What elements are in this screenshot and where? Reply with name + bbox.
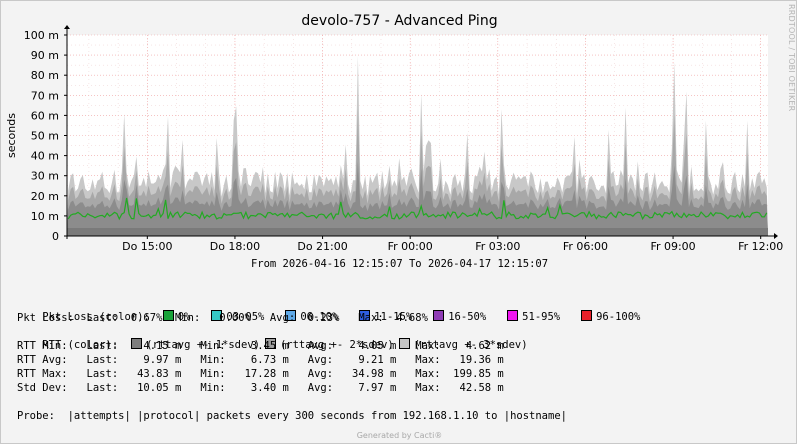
cacti-credit: Generated by Cacti® xyxy=(356,431,443,440)
pkt-loss-legend-item-swatch xyxy=(359,310,371,321)
pkt-loss-legend-item-label: 03-05% xyxy=(226,311,265,323)
pkt-loss-legend-item-swatch xyxy=(285,310,297,321)
x-tick-label: Do 18:00 xyxy=(210,240,260,253)
rtt-legend-item-label: (rttavg +- 3*sdev) xyxy=(413,339,528,351)
pkt-loss-legend-item-6: 96-100% xyxy=(578,310,641,323)
probe-info: Probe: |attempts| |protocol| packets eve… xyxy=(17,410,567,422)
rtt-legend-item-label: (rttavg +- 2*sdev) xyxy=(279,339,394,351)
pkt-loss-legend-item-1: 03-05% xyxy=(208,310,265,323)
pkt-loss-legend-item-swatch xyxy=(581,310,593,321)
rtt-legend-item-2: (rttavg +- 3*sdev) xyxy=(396,338,528,351)
y-tick-label: 0 xyxy=(52,230,59,243)
pkt-loss-legend-item-label: 16-50% xyxy=(448,311,487,323)
rtt-min-stats: RTT Min: Last: 4.15 m Min: 3.45 m Avg: 4… xyxy=(17,340,504,352)
y-axis-label: seconds xyxy=(5,113,18,158)
band-1sdev xyxy=(67,161,768,236)
rtt-color-label: RTT (color): xyxy=(42,339,119,351)
rtt-avg-line xyxy=(67,197,768,221)
rtt-legend: RTT (color): (rttavg +- 1*sdev) (rttavg +-… xyxy=(17,326,528,351)
pkt-loss-legend-item-3: 11-15% xyxy=(356,310,413,323)
rtt-legend-item-label: (rttavg +- 1*sdev) xyxy=(146,339,260,351)
pkt-loss-legend-item-swatch xyxy=(211,310,223,321)
y-tick-label: 50 m xyxy=(31,130,59,143)
pkt-loss-legend-item-swatch xyxy=(433,310,445,321)
rtt-legend-item-swatch xyxy=(131,338,143,349)
x-tick-label: Fr 06:00 xyxy=(563,240,608,253)
x-axis-arrow xyxy=(774,233,778,239)
x-tick-label: Fr 03:00 xyxy=(475,240,520,253)
pkt-loss-color-label: Pkt Loss (color): xyxy=(42,311,150,323)
pkt-loss-stats: Pkt Loss: Last: 0.67% Min: 0.00% Avg: 0.… xyxy=(17,312,428,324)
y-axis-arrow xyxy=(64,25,70,29)
y-tick-label: 10 m xyxy=(31,210,59,223)
y-tick-label: 70 m xyxy=(31,89,59,102)
pkt-loss-legend-item-label: 11-15% xyxy=(374,311,413,323)
time-range: From 2026-04-16 12:15:07 To 2026-04-17 1… xyxy=(250,258,549,270)
pkt-loss-legend-item-4: 16-50% xyxy=(430,310,487,323)
rrdtool-credit: RRDTOOL / TOBI OETIKER xyxy=(787,4,796,112)
pkt-loss-legend-item-label: 06-10% xyxy=(300,311,339,323)
pkt-loss-legend-item-swatch xyxy=(162,310,174,321)
ping-chart: 0 10 m 20 m 30 m 40 m 50 m 60 m 70 m 80 m 90 m 100… xyxy=(5,25,783,253)
pkt-loss-legend-item-swatch xyxy=(507,310,519,321)
y-tick-label: 40 m xyxy=(31,150,59,163)
y-tick-label: 80 m xyxy=(31,69,59,82)
pkt-loss-legend-item-2: 06-10% xyxy=(282,310,339,323)
page-title: devolo-757 - Advanced Ping xyxy=(301,13,498,29)
rtt-legend-item-swatch xyxy=(398,338,410,349)
pkt-loss-legend-item-label: 0% xyxy=(177,311,191,323)
band-floor xyxy=(67,227,768,236)
std-dev-stats: Std Dev: Last: 10.05 m Min: 3.40 m Avg: … xyxy=(17,382,504,394)
rtt-legend-item-0: (rttavg +- 1*sdev) xyxy=(128,338,260,351)
rtt-legend-item-swatch xyxy=(264,338,276,349)
x-tick-label: Fr 12:00 xyxy=(738,240,783,253)
y-tick-label: 90 m xyxy=(31,49,59,62)
pkt-loss-legend-item-label: 51-95% xyxy=(522,311,561,323)
x-tick-label: Do 15:00 xyxy=(122,240,172,253)
pkt-loss-legend-item-5: 51-95% xyxy=(504,310,561,323)
y-tick-label: 20 m xyxy=(31,190,59,203)
rtt-avg-stats: RTT Avg: Last: 9.97 m Min: 6.73 m Avg: 9… xyxy=(17,354,504,366)
y-tick-label: 30 m xyxy=(31,170,59,183)
x-tick-label: Do 21:00 xyxy=(297,240,347,253)
y-tick-label: 100 m xyxy=(24,29,59,42)
pkt-loss-legend-item-label: 96-100% xyxy=(596,311,641,323)
pkt-loss-legend-item-0: 0% xyxy=(160,310,191,323)
pkt-loss-legend: Pkt Loss (color): 0% 03-05% 06-10% 11-15% 16-… xyxy=(17,298,640,323)
rtt-legend-item-1: (rttavg +- 2*sdev) xyxy=(262,338,394,351)
rtt-max-stats: RTT Max: Last: 43.83 m Min: 17.28 m Avg:… xyxy=(17,368,504,380)
x-tick-label: Fr 09:00 xyxy=(650,240,695,253)
y-tick-label: 60 m xyxy=(31,109,59,122)
x-tick-label: Fr 00:00 xyxy=(388,240,433,253)
